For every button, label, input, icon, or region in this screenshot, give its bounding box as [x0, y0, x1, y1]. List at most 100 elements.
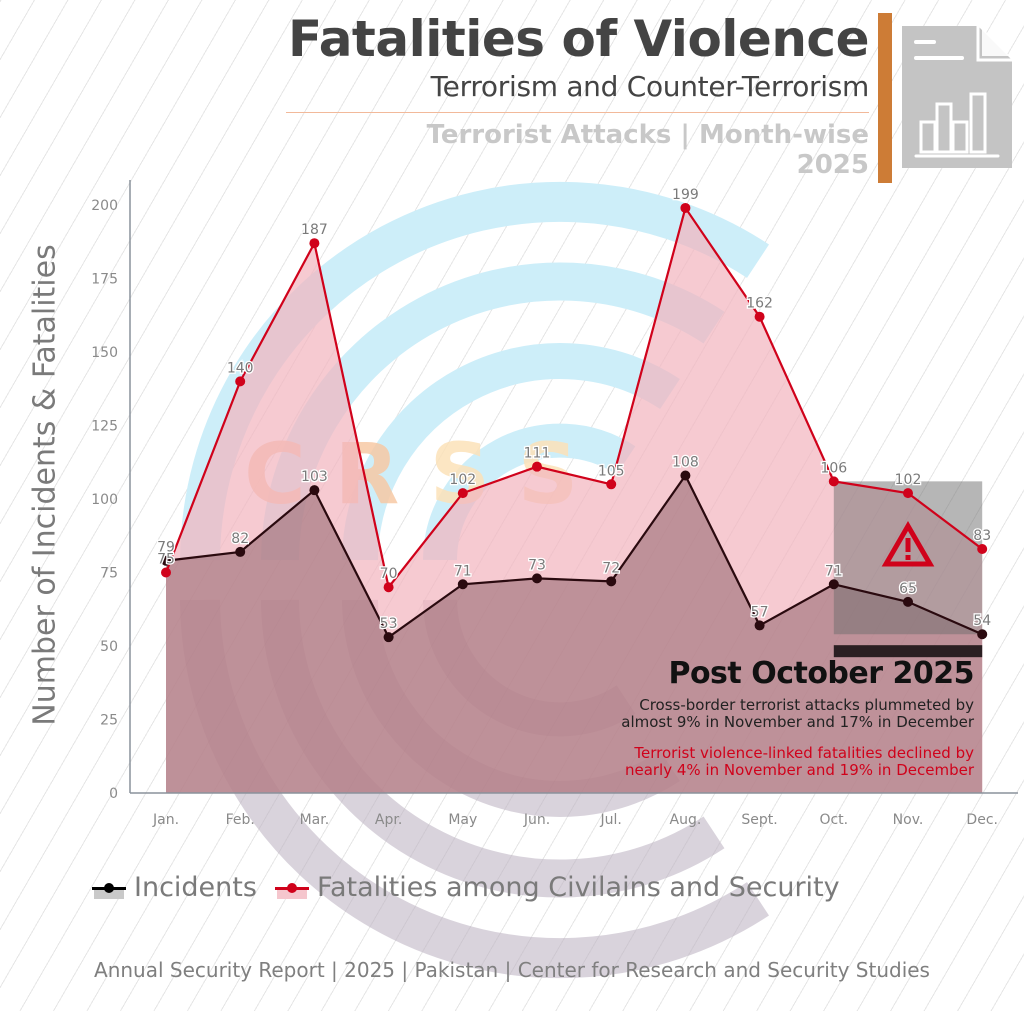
y-tick-label: 100	[91, 492, 118, 508]
highlight-bar	[833, 645, 983, 658]
y-tick-label: 175	[91, 272, 118, 288]
page-title: Fatalities of Violence	[287, 10, 870, 68]
legend-item-incidents[interactable]: Incidents	[92, 872, 257, 903]
x-tick-label: Jan.	[152, 812, 179, 828]
incidents-point	[903, 596, 913, 607]
incidents-point	[977, 629, 988, 640]
incidents-point	[383, 632, 394, 643]
fatalities-point	[235, 376, 246, 387]
incidents-swatch-icon	[92, 877, 126, 899]
incidents-data-label: 53	[380, 616, 398, 632]
incidents-data-label: 57	[751, 604, 769, 620]
fatalities-data-label: 75	[157, 552, 175, 568]
fatalities-swatch-icon	[274, 877, 309, 899]
document-bar-chart-icon	[902, 26, 1012, 168]
x-tick-label: Jul.	[600, 812, 622, 828]
incidents-point	[680, 470, 691, 481]
incidents-point	[235, 546, 246, 557]
y-tick-label: 150	[91, 345, 118, 361]
legend: Incidents Fatalities among Civilains and…	[92, 872, 858, 903]
incidents-data-label: 103	[301, 469, 328, 485]
x-tick-label: Jun.	[523, 812, 550, 828]
x-tick-label: Mar.	[300, 812, 330, 828]
warning-exclamation-dot	[905, 555, 911, 560]
incidents-point	[457, 579, 468, 590]
incidents-point	[161, 555, 171, 566]
fatalities-data-label: 105	[598, 463, 625, 479]
y-tick-label: 25	[100, 713, 118, 729]
x-tick-label: Apr.	[375, 812, 402, 828]
x-tick-label: Feb.	[226, 812, 255, 828]
x-tick-label: Dec.	[966, 812, 998, 828]
incidents-line	[165, 473, 983, 639]
section-label: Terrorist Attacks | Month-wise	[426, 120, 869, 150]
fatalities-point	[383, 582, 394, 593]
fatalities-data-label: 102	[895, 472, 922, 488]
fatalities-note: Terrorist violence-linked fatalities dec…	[621, 745, 974, 779]
y-tick-label: 50	[100, 639, 118, 655]
legend-label: Fatalities among Civilains and Security	[316, 872, 840, 903]
incidents-data-label: 71	[825, 563, 843, 579]
y-tick-label: 0	[109, 786, 118, 802]
fatalities-point	[680, 202, 691, 213]
page-subtitle: Terrorism and Counter-Terrorism	[430, 70, 870, 103]
warning-exclamation	[905, 538, 911, 552]
fatalities-point	[606, 479, 617, 490]
fatalities-point	[161, 567, 171, 578]
incidents-data-label: 54	[973, 613, 991, 629]
incidents-note-line: Cross-border terrorist attacks plummeted…	[639, 696, 974, 714]
post-october-annotation: Post October 2025 Cross-border terrorist…	[621, 655, 974, 779]
incidents-data-label: 71	[454, 563, 472, 579]
x-tick-label: May	[448, 812, 477, 828]
fatalities-point	[309, 238, 320, 249]
fatalities-point	[532, 461, 542, 472]
y-axis-title: Number of Incidents & Fatalities	[27, 244, 63, 726]
incidents-data-label: 82	[231, 531, 249, 547]
incidents-point	[606, 576, 617, 587]
y-tick-label: 75	[100, 566, 118, 582]
footer-credit: Annual Security Report | 2025 | Pakistan…	[94, 958, 930, 982]
fatalities-data-label: 140	[227, 360, 254, 376]
fatalities-point	[977, 543, 988, 554]
incidents-note: Cross-border terrorist attacks plummeted…	[621, 697, 974, 731]
incidents-data-label: 73	[528, 557, 546, 573]
x-tick-label: Nov.	[893, 812, 924, 828]
incidents-area	[166, 475, 983, 793]
fatalities-data-label: 111	[524, 446, 551, 462]
fatalities-data-label: 70	[380, 566, 398, 582]
y-tick-label: 200	[91, 198, 118, 214]
incidents-point	[828, 579, 839, 590]
fatalities-point	[828, 476, 839, 487]
fatalities-note-line: Terrorist violence-linked fatalities dec…	[634, 744, 974, 762]
x-tick-label: Oct.	[819, 812, 848, 828]
fatalities-data-label: 199	[672, 187, 699, 203]
annotation-heading: Post October 2025	[668, 656, 974, 691]
legend-item-fatalities[interactable]: Fatalities among Civilains and Security	[274, 872, 840, 903]
fatalities-data-label: 102	[449, 472, 476, 488]
section-year: 2025	[796, 150, 869, 180]
x-tick-label: Aug.	[670, 812, 702, 828]
header-divider	[286, 112, 869, 113]
incidents-note-line: almost 9% in November and 17% in Decembe…	[621, 713, 974, 731]
incidents-point	[309, 485, 320, 496]
fatalities-data-label: 106	[820, 460, 847, 476]
incidents-data-label: 108	[672, 454, 699, 470]
accent-bar	[878, 13, 892, 183]
fatalities-point	[457, 488, 468, 499]
fatalities-point	[903, 488, 913, 499]
fatalities-data-label: 162	[746, 296, 773, 312]
legend-label: Incidents	[134, 872, 257, 903]
fatalities-data-label: 187	[301, 222, 328, 238]
fatalities-point	[754, 311, 765, 322]
incidents-point	[754, 620, 765, 631]
y-tick-label: 125	[91, 419, 118, 435]
fatalities-note-line: nearly 4% in November and 19% in Decembe…	[624, 761, 974, 779]
warning-triangle-icon	[881, 521, 935, 567]
incidents-point	[532, 573, 542, 584]
fatalities-line	[164, 205, 983, 590]
fatalities-data-label: 83	[973, 528, 991, 544]
incidents-data-label: 79	[157, 540, 175, 556]
incidents-data-label: 65	[899, 581, 917, 597]
incidents-data-label: 72	[602, 560, 620, 576]
